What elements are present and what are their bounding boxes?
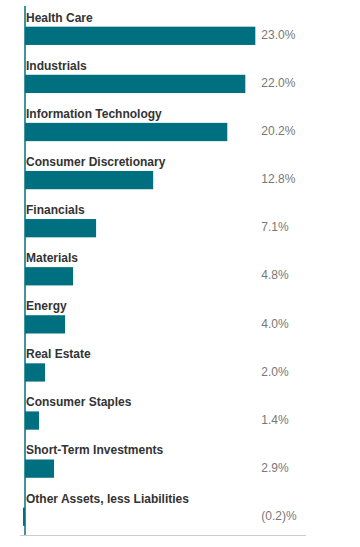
category-label: Short-Term Investments (26, 443, 163, 457)
data-label: 4.8% (261, 268, 289, 282)
bar (25, 315, 65, 333)
chart: Health Care 23.0% Industrials 22.0% Informat… (0, 0, 360, 547)
bar (25, 27, 255, 45)
bar (25, 123, 227, 141)
bar (25, 411, 39, 429)
data-label: (0.2)% (261, 509, 297, 523)
data-label: 4.0% (261, 317, 289, 331)
data-label: 22.0% (261, 76, 295, 90)
data-label: 2.0% (261, 365, 289, 379)
data-label: 1.4% (261, 413, 289, 427)
data-label: 7.1% (261, 220, 289, 234)
category-label: Real Estate (26, 347, 91, 361)
category-label: Health Care (26, 11, 93, 25)
x-axis-line (20, 535, 306, 536)
bar (25, 219, 96, 237)
category-label: Energy (26, 299, 67, 313)
bar (25, 171, 153, 189)
category-label: Consumer Staples (26, 395, 132, 409)
category-label: Other Assets, less Liabilities (26, 492, 189, 506)
zero-line (24, 6, 26, 535)
bar (25, 459, 54, 477)
data-label: 2.9% (261, 461, 289, 475)
bars (23, 27, 255, 526)
category-label: Consumer Discretionary (26, 155, 166, 169)
bar (25, 75, 245, 93)
data-label: 23.0% (261, 28, 295, 42)
labels: Health Care 23.0% Industrials 22.0% Informat… (26, 11, 297, 523)
category-label: Materials (26, 251, 78, 265)
data-label: 20.2% (261, 124, 295, 138)
bar (25, 363, 45, 381)
category-label: Industrials (26, 59, 87, 73)
data-label: 12.8% (261, 172, 295, 186)
category-label: Financials (26, 203, 85, 217)
bar (25, 267, 73, 285)
category-label: Information Technology (26, 107, 162, 121)
